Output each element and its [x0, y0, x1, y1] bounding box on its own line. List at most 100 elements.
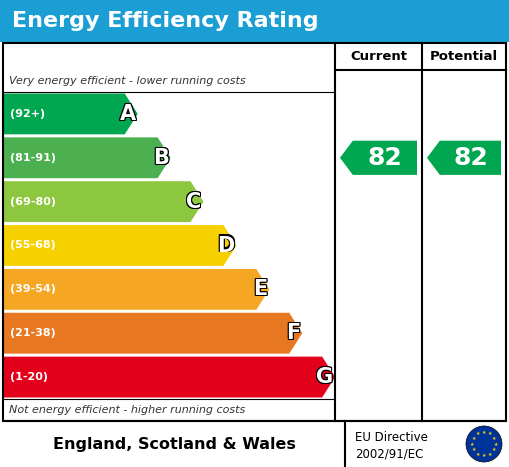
Text: C: C: [187, 191, 203, 212]
Text: (81-91): (81-91): [10, 153, 56, 163]
Text: E: E: [253, 278, 267, 298]
Polygon shape: [427, 141, 501, 175]
Text: D: D: [216, 235, 234, 255]
Text: 82: 82: [367, 146, 402, 170]
Text: Not energy efficient - higher running costs: Not energy efficient - higher running co…: [9, 405, 245, 415]
Text: D: D: [218, 234, 236, 255]
Text: D: D: [217, 236, 235, 256]
Text: ★: ★: [482, 453, 486, 458]
Polygon shape: [3, 181, 204, 222]
Text: (1-20): (1-20): [10, 372, 48, 382]
Polygon shape: [3, 357, 335, 397]
Text: F: F: [287, 324, 301, 344]
Text: C: C: [187, 193, 203, 212]
Text: ★: ★: [472, 447, 476, 453]
Text: 82: 82: [453, 146, 488, 170]
Polygon shape: [340, 141, 417, 175]
Text: E: E: [254, 278, 268, 298]
Text: B: B: [153, 149, 168, 169]
Text: A: A: [120, 104, 136, 124]
Text: A: A: [119, 104, 135, 124]
Text: B: B: [152, 147, 167, 167]
Text: A: A: [120, 103, 136, 123]
Text: E: E: [252, 280, 266, 300]
Bar: [0, 0, 509, 42]
Text: ★: ★: [492, 436, 496, 441]
Text: (69-80): (69-80): [10, 197, 56, 206]
Text: (39-54): (39-54): [10, 284, 56, 294]
Text: ★: ★: [476, 432, 480, 436]
Text: C: C: [185, 191, 201, 212]
Text: G: G: [317, 367, 334, 387]
Text: ★: ★: [472, 436, 476, 441]
Text: (92+): (92+): [10, 109, 45, 119]
Text: D: D: [218, 236, 236, 256]
Text: E: E: [254, 279, 268, 299]
Text: F: F: [286, 324, 300, 344]
Text: ★: ★: [494, 441, 498, 446]
Text: F: F: [286, 323, 300, 343]
Text: Very energy efficient - lower running costs: Very energy efficient - lower running co…: [9, 76, 246, 86]
Text: A: A: [119, 105, 135, 125]
Text: B: B: [152, 149, 167, 169]
Text: G: G: [315, 367, 332, 387]
Text: EU Directive: EU Directive: [355, 431, 428, 444]
Text: F: F: [285, 322, 299, 342]
Text: C: C: [187, 191, 203, 211]
Text: E: E: [252, 278, 266, 298]
Bar: [3, 43, 506, 421]
Text: G: G: [316, 366, 333, 386]
Text: A: A: [121, 103, 137, 123]
Text: England, Scotland & Wales: England, Scotland & Wales: [52, 437, 295, 452]
Text: ★: ★: [488, 432, 492, 436]
Text: A: A: [119, 103, 135, 123]
Text: ★: ★: [488, 452, 492, 457]
Text: D: D: [217, 235, 235, 255]
Text: ★: ★: [482, 430, 486, 435]
Text: A: A: [121, 104, 137, 124]
Text: D: D: [216, 234, 234, 255]
Text: Energy Efficiency Rating: Energy Efficiency Rating: [12, 11, 319, 31]
Text: B: B: [152, 148, 167, 168]
Text: E: E: [253, 279, 267, 299]
Text: G: G: [316, 367, 333, 387]
Text: F: F: [285, 324, 299, 344]
Circle shape: [466, 426, 502, 462]
Text: F: F: [287, 323, 301, 343]
Text: ★: ★: [476, 452, 480, 457]
Text: Current: Current: [350, 50, 407, 63]
Text: C: C: [186, 193, 202, 212]
Text: D: D: [216, 236, 234, 256]
Text: (21-38): (21-38): [10, 328, 56, 338]
Text: B: B: [154, 148, 169, 168]
Text: Potential: Potential: [430, 50, 498, 63]
Text: G: G: [315, 368, 332, 388]
Text: C: C: [186, 191, 202, 211]
Text: D: D: [217, 234, 235, 255]
Polygon shape: [3, 313, 302, 354]
Text: (55-68): (55-68): [10, 241, 56, 250]
Text: E: E: [254, 280, 268, 300]
Text: B: B: [154, 149, 169, 169]
Text: 2002/91/EC: 2002/91/EC: [355, 448, 423, 460]
Text: G: G: [317, 368, 334, 388]
Text: F: F: [286, 322, 300, 342]
Text: A: A: [121, 105, 137, 125]
Text: F: F: [287, 322, 301, 342]
Polygon shape: [3, 269, 269, 310]
Text: B: B: [153, 147, 168, 167]
Text: ★: ★: [470, 441, 474, 446]
Polygon shape: [3, 225, 236, 266]
Text: G: G: [315, 366, 332, 386]
Text: ★: ★: [492, 447, 496, 453]
Text: E: E: [252, 279, 266, 299]
Text: C: C: [185, 191, 201, 211]
Text: F: F: [285, 323, 299, 343]
Text: C: C: [185, 193, 201, 212]
Text: C: C: [186, 191, 202, 212]
Text: B: B: [154, 147, 169, 167]
Polygon shape: [3, 93, 138, 134]
Text: A: A: [120, 105, 136, 125]
Polygon shape: [3, 137, 171, 178]
Text: G: G: [316, 368, 333, 388]
